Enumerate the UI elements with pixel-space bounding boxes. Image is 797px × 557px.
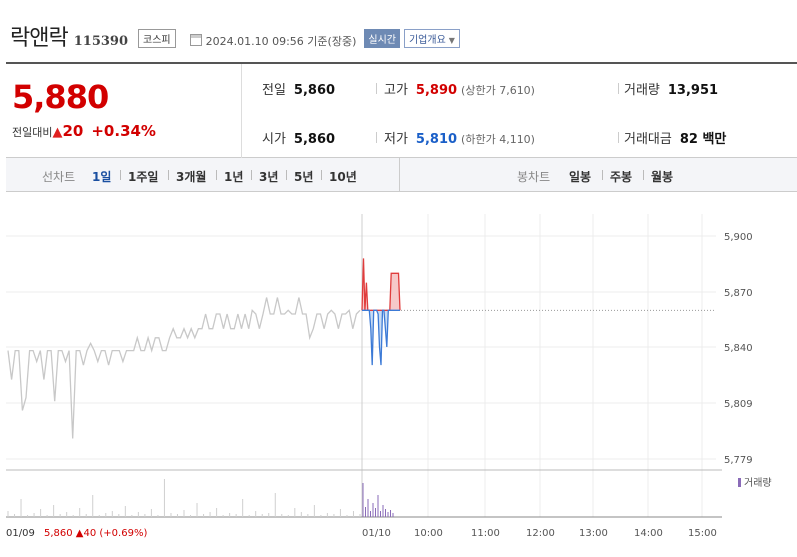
stock-name: 락앤락	[10, 26, 69, 51]
chevron-down-icon: ▼	[448, 36, 455, 45]
stock-code: 115390	[73, 34, 129, 49]
tab-weekly-candle[interactable]: 주봉	[610, 170, 633, 184]
amount-cell: 거래대금 82 백만	[624, 128, 726, 147]
realtime-badge[interactable]: 실시간	[364, 29, 400, 48]
change-value: 20	[62, 122, 84, 140]
divider	[643, 170, 644, 180]
high-label: 고가	[384, 83, 408, 98]
up-triangle-icon: ▲	[52, 125, 63, 140]
y-tick-label: 5,870	[724, 288, 753, 299]
prev-day-info: 5,860 ▲40 (+0.69%)	[44, 528, 147, 539]
calendar-icon	[189, 34, 202, 46]
tab-daily-candle[interactable]: 일봉	[569, 170, 592, 184]
x-tick-label: 15:00	[688, 528, 717, 539]
market-badge: 코스피	[138, 29, 176, 48]
divider	[376, 83, 377, 94]
x-tick-label: 13:00	[579, 528, 608, 539]
amount-label: 거래대금	[624, 132, 672, 147]
open-label: 시가	[262, 132, 286, 147]
change-label: 전일대비	[12, 126, 53, 139]
x-tick-label: 10:00	[414, 528, 443, 539]
tab-1year[interactable]: 1년	[224, 170, 244, 184]
divider	[602, 170, 603, 180]
y-tick-label: 5,779	[724, 455, 753, 466]
today-down-line	[362, 309, 400, 366]
high-value: 5,890	[415, 83, 458, 98]
x-axis-labels: 01/10 10:00 11:00 12:00 13:00 14:00 15:00	[362, 528, 717, 539]
prev-close-label: 전일	[262, 83, 286, 98]
prev-close-cell: 전일 5,860	[262, 79, 335, 98]
divider	[376, 132, 377, 143]
y-tick-label: 5,840	[724, 343, 753, 354]
today-down-fill	[362, 310, 400, 366]
x-tick-label: 11:00	[471, 528, 500, 539]
volume-bars	[7, 479, 394, 517]
open-cell: 시가 5,860	[262, 128, 335, 147]
high-cell: 고가 5,890 (상한가 7,610)	[384, 79, 535, 98]
divider	[321, 170, 322, 180]
prev-close-value: 5,860	[293, 83, 336, 98]
tab-10year[interactable]: 10년	[329, 170, 357, 184]
divider	[286, 170, 287, 180]
chart-tab-bar: 선차트 1일 1주일 3개월 1년 3년 5년 10년 봉차트 일봉 주봉 월봉	[6, 158, 797, 192]
divider	[618, 132, 619, 143]
change-rate: +0.34%	[91, 122, 156, 140]
amount-value: 82 백만	[679, 132, 727, 147]
company-overview-button[interactable]: 기업개요 ▼	[403, 29, 460, 48]
lower-limit: (하한가 4,110)	[461, 133, 535, 146]
stock-header: 락앤락 115390 코스피 2024.01.10 09:56 기준(장중) 실…	[10, 20, 460, 52]
prev-day-price-line	[7, 297, 361, 439]
price-summary: 5,880 전일대비▲20 +0.34% 전일 5,860 시가 5,860 고가 5,…	[6, 62, 797, 158]
tab-group-divider	[399, 158, 400, 191]
current-price: 5,880	[12, 78, 109, 116]
change-row: 전일대비▲20 +0.34%	[12, 122, 156, 140]
low-value: 5,810	[415, 132, 458, 147]
tab-3year[interactable]: 3년	[259, 170, 279, 184]
tab-5year[interactable]: 5년	[294, 170, 314, 184]
tab-1week[interactable]: 1주일	[128, 170, 159, 184]
open-value: 5,860	[293, 132, 336, 147]
x-tick-label: 12:00	[526, 528, 555, 539]
volume-cell: 거래량 13,951	[624, 79, 718, 98]
chart-series	[7, 258, 716, 439]
divider	[216, 170, 217, 180]
low-label: 저가	[384, 132, 408, 147]
y-tick-label: 5,900	[724, 232, 753, 243]
prev-day-label: 01/09	[6, 528, 35, 539]
divider	[618, 83, 619, 94]
divider	[120, 170, 121, 180]
volume-label: 거래량	[624, 83, 660, 98]
tab-monthly-candle[interactable]: 월봉	[651, 170, 674, 184]
volume-legend-swatch	[738, 478, 741, 487]
tab-3month[interactable]: 3개월	[176, 170, 207, 184]
quote-datetime: 2024.01.10 09:56 기준(장중)	[205, 35, 357, 48]
divider	[251, 170, 252, 180]
y-tick-label: 5,809	[724, 399, 753, 410]
x-tick-label: 01/10	[362, 528, 391, 539]
volume-legend: 거래량	[744, 477, 772, 489]
intraday-price-chart[interactable]: 5,900 5,870 5,840 5,809 5,779 01/10 10:00 11:0…	[0, 192, 797, 557]
company-overview-label: 기업개요	[408, 35, 446, 46]
candle-chart-label: 봉차트	[517, 170, 551, 184]
low-cell: 저가 5,810 (하한가 4,110)	[384, 128, 535, 147]
upper-limit: (상한가 7,610)	[461, 84, 535, 97]
x-tick-label: 14:00	[634, 528, 663, 539]
chart-grid	[6, 214, 722, 518]
volume-value: 13,951	[667, 83, 719, 98]
line-chart-label: 선차트	[42, 170, 76, 184]
divider	[168, 170, 169, 180]
y-axis-labels: 5,900 5,870 5,840 5,809 5,779	[724, 232, 753, 466]
tab-1day[interactable]: 1일	[92, 170, 112, 184]
current-price-box: 5,880 전일대비▲20 +0.34%	[6, 64, 242, 158]
